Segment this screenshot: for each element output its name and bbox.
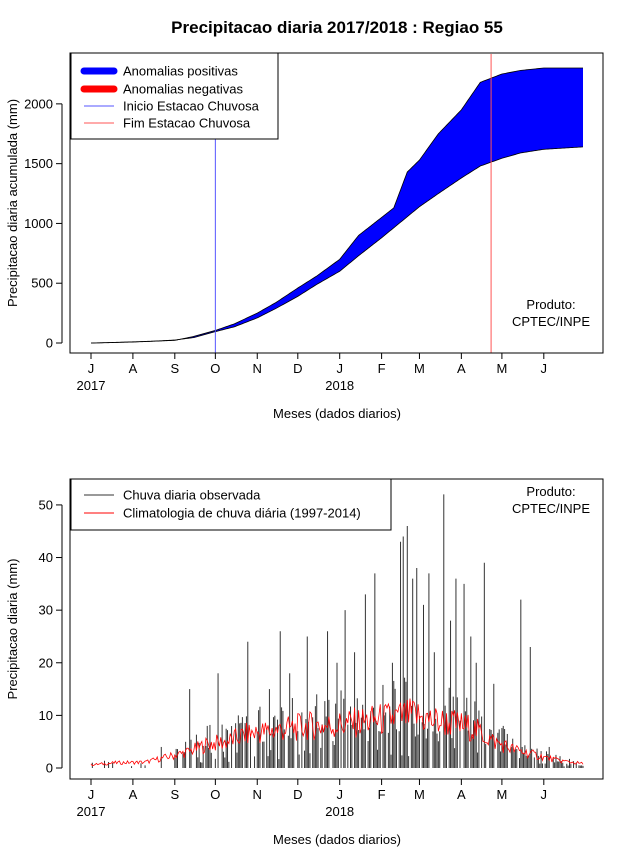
bottom-x-axis-label: Meses (dados diarios) [273,832,401,847]
daily-bars [91,494,584,768]
bot-year-label-2018: 2018 [325,804,354,819]
climatology-daily-line [90,698,584,767]
legend-label-observed: Chuva diaria observada [123,488,261,503]
top-x-tick-label: J [541,361,548,376]
accumulated-series [90,67,584,344]
bot-y-tick-label: 0 [46,761,53,776]
top-x-axis: J A S O N D J F M A M J 2017 2018 [77,352,548,393]
top-x-tick-label: O [210,361,220,376]
top-y-axis-label: Precipitacao diaria acumulada (mm) [5,99,20,307]
top-y-tick-label: 1000 [24,216,53,231]
top-x-tick-label: M [414,361,425,376]
legend-label-start: Inicio Estacao Chuvosa [123,99,260,114]
bot-x-tick-label: F [378,787,386,802]
bot-x-tick-label: O [210,787,220,802]
top-legend: Anomalias positivas Anomalias negativas … [70,52,279,140]
top-legend-box [70,52,279,140]
top-x-tick-label: F [378,361,386,376]
daily-climatology [90,698,584,767]
bot-y-tick-label: 50 [39,497,53,512]
legend-label-end: Fim Estacao Chuvosa [123,116,251,131]
top-x-tick-label: A [457,361,466,376]
legend-label-positive: Anomalias positivas [123,64,238,79]
bottom-x-axis: J A S O N D J F M A M J 2017 2018 [77,778,548,819]
bot-y-tick-label: 30 [39,603,53,618]
bot-y-tick-label: 40 [39,550,53,565]
bot-x-tick-label: S [170,787,179,802]
bot-x-tick-label: M [414,787,425,802]
bottom-annotation-line-2: CPTEC/INPE [512,501,590,516]
chart-title: Precipitacao diaria 2017/2018 : Regiao 5… [171,18,503,37]
bot-x-tick-label: D [293,787,302,802]
top-y-tick-label: 0 [46,336,53,351]
top-y-tick-label: 2000 [24,96,53,111]
bot-x-tick-label: A [129,787,138,802]
top-x-tick-label: D [293,361,302,376]
top-x-tick-label: N [253,361,262,376]
positive-anomaly-area [91,68,583,343]
top-x-tick-label: A [129,361,138,376]
top-annotation-line-2: CPTEC/INPE [512,314,590,329]
bot-y-tick-label: 10 [39,708,53,723]
top-y-tick-label: 1500 [24,156,53,171]
bot-x-tick-label: J [541,787,548,802]
negative-anomaly-area [91,146,583,343]
bottom-annotation-line-1: Produto: [526,484,575,499]
top-x-tick-label: J [336,361,343,376]
top-year-label-2017: 2017 [77,378,106,393]
top-x-tick-label: S [170,361,179,376]
bot-x-tick-label: A [457,787,466,802]
top-year-label-2018: 2018 [325,378,354,393]
bottom-legend: Chuva diaria observada Climatologia de c… [70,478,392,531]
bottom-legend-box [70,478,392,531]
top-y-tick-label: 500 [31,276,53,291]
bot-x-tick-label: J [88,787,95,802]
top-y-axis: 0 500 1000 1500 2000 [24,96,63,351]
legend-label-negative: Anomalias negativas [123,82,243,97]
bot-x-tick-label: N [253,787,262,802]
top-x-axis-label: Meses (dados diarios) [273,406,401,421]
climatology-accumulated-line [90,146,584,344]
daily-panel: 0 10 20 30 40 50 J A S O N D J F M A M J 2017 2018 Precipi… [5,478,604,847]
bottom-y-axis: 0 10 20 30 40 50 [39,497,63,776]
bot-year-label-2017: 2017 [77,804,106,819]
bottom-y-axis-label: Precipitacao diaria (mm) [5,559,20,700]
bot-x-tick-label: M [496,787,507,802]
bot-x-tick-label: J [336,787,343,802]
top-x-tick-label: J [88,361,95,376]
legend-label-climatology: Climatologia de chuva diária (1997-2014) [123,506,361,521]
top-annotation-line-1: Produto: [526,297,575,312]
top-x-tick-label: M [496,361,507,376]
bot-y-tick-label: 20 [39,655,53,670]
accumulated-panel: 0 500 1000 1500 2000 J A S O N D J F M A M J 2017 2018 Pr… [5,52,604,421]
